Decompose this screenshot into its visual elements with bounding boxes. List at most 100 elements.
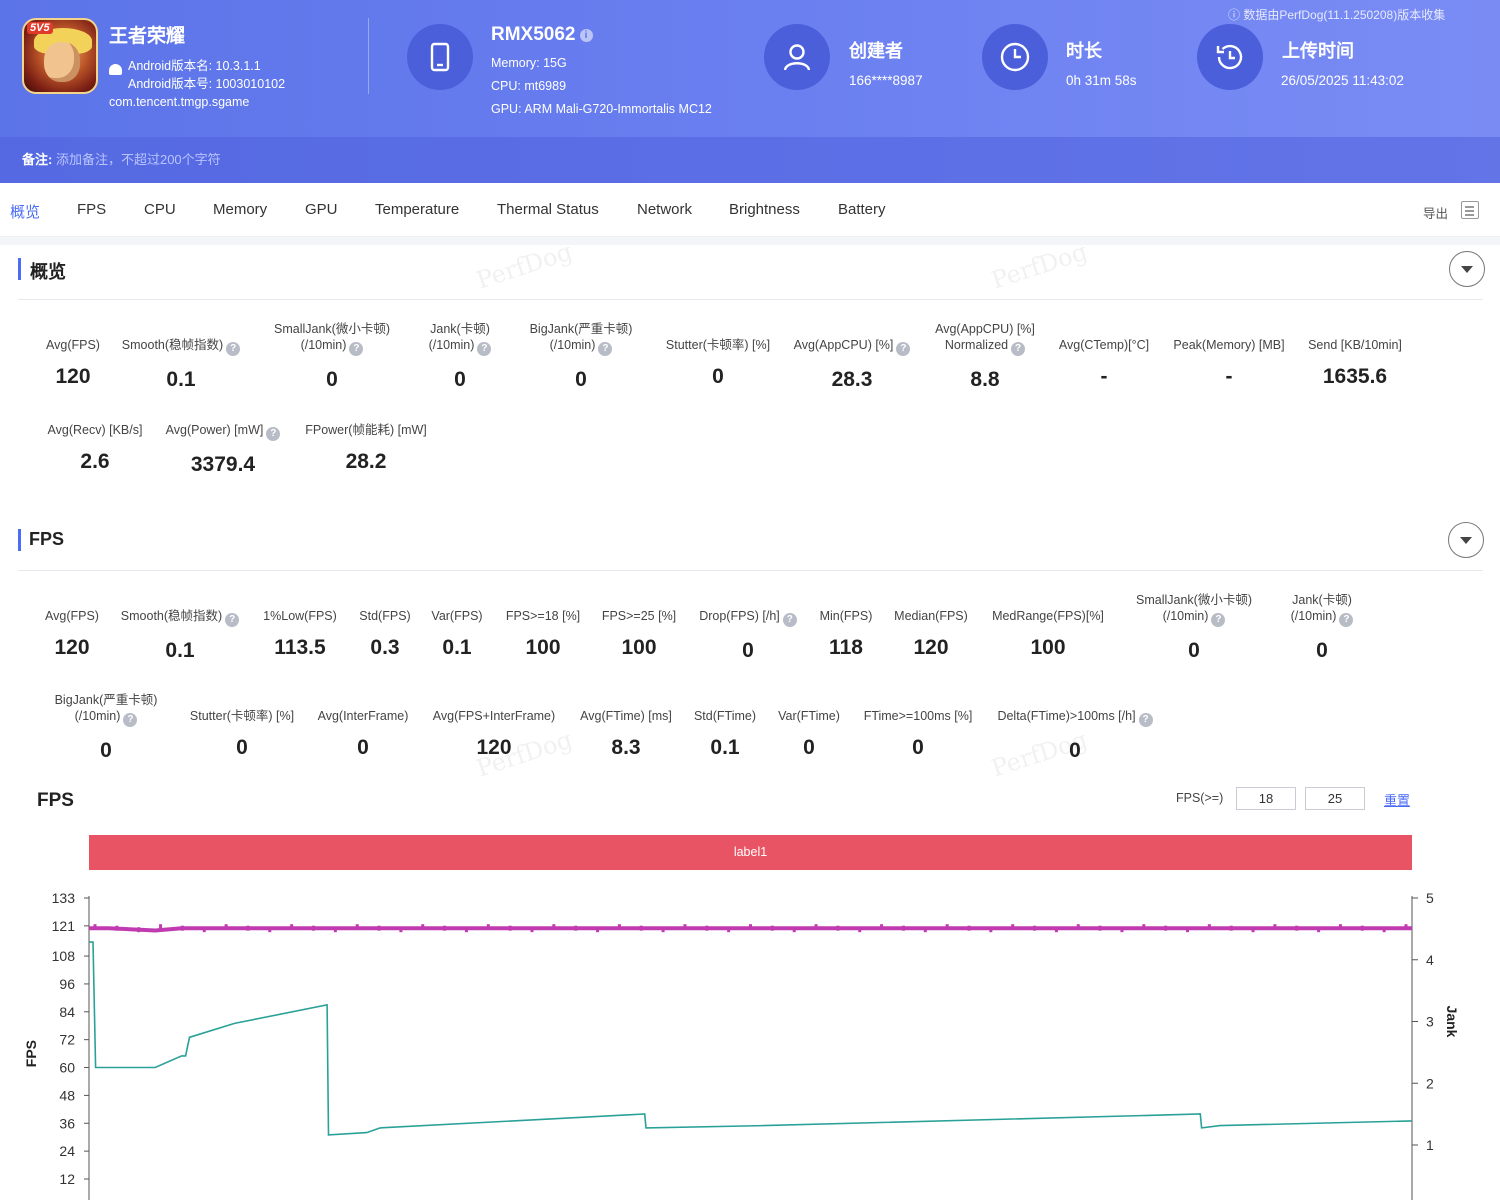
note-bar[interactable]: 备注: 添加备注，不超过200个字符 bbox=[0, 137, 1500, 183]
tab-temperature[interactable]: Temperature bbox=[375, 201, 460, 218]
y-tick-label: 72 bbox=[59, 1032, 75, 1048]
label-band[interactable]: label1 bbox=[89, 835, 1412, 870]
tab-fps[interactable]: FPS bbox=[77, 201, 107, 218]
fps-point bbox=[945, 924, 949, 930]
y2-tick-label: 4 bbox=[1426, 952, 1434, 968]
tab-battery[interactable]: Battery bbox=[838, 201, 886, 218]
export-icon[interactable] bbox=[1461, 201, 1479, 219]
metric-card: Stutter(卡顿率) [%] 0 bbox=[628, 321, 808, 389]
fps-point bbox=[115, 925, 119, 931]
metric-label: 1%Low(FPS) bbox=[263, 609, 337, 623]
help-icon[interactable]: ? bbox=[477, 342, 492, 356]
metric-label: MedRange(FPS)[%] bbox=[992, 609, 1104, 623]
app-package: com.tencent.tmgp.sgame bbox=[109, 95, 250, 109]
metric-label: Avg(FTime) [ms] bbox=[580, 709, 672, 723]
help-icon[interactable]: ? bbox=[782, 613, 797, 627]
fps-point bbox=[1360, 925, 1364, 931]
y-tick-label: 133 bbox=[52, 890, 76, 906]
metric-label: FPS>=18 [%] bbox=[505, 609, 581, 623]
help-icon[interactable]: ? bbox=[1138, 713, 1153, 727]
metric-card: Avg(FTime) [ms] 8.3 bbox=[536, 692, 716, 760]
metric-label: Avg(InterFrame) bbox=[317, 709, 409, 723]
metric-value: 120 bbox=[476, 736, 512, 759]
fps-point bbox=[1295, 925, 1299, 931]
metric-card: SmallJank(微小卡顿) (/10min)? 0 bbox=[242, 321, 422, 392]
help-icon[interactable]: ? bbox=[266, 427, 281, 441]
metric-value: 120 bbox=[913, 636, 949, 659]
reset-button[interactable]: 重置 bbox=[1384, 793, 1411, 808]
help-icon[interactable]: ? bbox=[896, 342, 911, 356]
metric-card: Delta(FTime)>100ms [/h]? 0 bbox=[985, 692, 1165, 763]
note-input[interactable]: 添加备注，不超过200个字符 bbox=[55, 152, 221, 167]
fps-point bbox=[901, 925, 905, 931]
device-cpu: CPU: mt6989 bbox=[491, 79, 567, 93]
metric-label: FTime>=100ms [%] bbox=[863, 709, 973, 723]
metric-value: 0.1 bbox=[710, 736, 740, 759]
android-version-name: Android版本名: 10.3.1.1 bbox=[128, 59, 261, 73]
help-icon[interactable]: ? bbox=[1011, 342, 1026, 356]
fps-point bbox=[486, 924, 490, 930]
fps-threshold-2-input[interactable] bbox=[1305, 787, 1365, 810]
metric-label-line-1 bbox=[1265, 321, 1445, 337]
metric-card: Avg(FPS) 120 bbox=[0, 592, 162, 660]
tab-memory[interactable]: Memory bbox=[213, 201, 268, 218]
info-icon[interactable]: i bbox=[579, 29, 593, 42]
help-icon[interactable]: ? bbox=[225, 613, 240, 627]
help-icon[interactable]: ? bbox=[123, 713, 138, 727]
fps-collapse-button[interactable] bbox=[1448, 522, 1484, 558]
metric-label: Avg(CTemp)[°C] bbox=[1058, 338, 1150, 352]
header-info: 5V5 王者荣耀 Android版本名: 10.3.1.1 Android版本号… bbox=[0, 0, 1500, 137]
y-tick-label: 24 bbox=[59, 1143, 75, 1159]
device-name: RMX5062 i bbox=[491, 24, 593, 46]
metric-label-line-1: Jank(卡顿) bbox=[1292, 593, 1352, 607]
app-name: 王者荣耀 bbox=[109, 26, 186, 47]
metric-card: Avg(FPS) 120 bbox=[0, 321, 163, 389]
note-label: 备注: bbox=[22, 152, 53, 167]
y-tick-label: 121 bbox=[52, 918, 76, 934]
fps-point bbox=[749, 924, 752, 930]
tab-gpu[interactable]: GPU bbox=[305, 201, 338, 218]
help-icon[interactable]: ? bbox=[226, 342, 241, 356]
fps-point bbox=[508, 925, 512, 931]
fps-point bbox=[792, 927, 796, 933]
metric-card: Smooth(稳帧指数)? 0.1 bbox=[91, 321, 271, 392]
metric-value: 0.1 bbox=[165, 639, 195, 662]
fps-point bbox=[1120, 927, 1124, 933]
overview-collapse-button[interactable] bbox=[1449, 251, 1485, 287]
tab-cpu[interactable]: CPU bbox=[144, 201, 176, 218]
metric-value: 0 bbox=[712, 365, 724, 388]
metric-value: 120 bbox=[54, 636, 90, 659]
fps-point bbox=[1273, 924, 1277, 930]
metric-value: 28.3 bbox=[831, 368, 873, 391]
metric-label: Avg(FPS) bbox=[45, 609, 99, 623]
tab-thermal-status[interactable]: Thermal Status bbox=[497, 201, 599, 218]
metric-label: Avg(AppCPU) [%]? bbox=[762, 337, 942, 356]
metric-label: Std(FPS) bbox=[359, 609, 411, 623]
fps-point bbox=[93, 924, 97, 930]
fps-point bbox=[1229, 925, 1233, 931]
metric-value: 0 bbox=[326, 368, 338, 391]
metric-value: 0 bbox=[1069, 739, 1081, 762]
y2-axis-label: Jank bbox=[1444, 1006, 1460, 1038]
metric-label: Avg(Recv) [KB/s] bbox=[47, 423, 143, 437]
metric-value: 100 bbox=[1030, 636, 1066, 659]
help-icon[interactable]: ? bbox=[1211, 613, 1226, 627]
help-icon[interactable]: ? bbox=[349, 342, 364, 356]
tab-overview[interactable]: 概览 bbox=[10, 204, 41, 221]
metric-value: 0 bbox=[1316, 639, 1328, 662]
y2-tick-label: 1 bbox=[1426, 1137, 1434, 1153]
help-icon[interactable]: ? bbox=[1339, 613, 1354, 627]
fps-point bbox=[1076, 924, 1080, 930]
metric-value: 1635.6 bbox=[1322, 365, 1388, 388]
export-button[interactable]: 导出 bbox=[1423, 207, 1449, 221]
fps-point bbox=[770, 925, 774, 931]
metric-label: (/10min)? bbox=[242, 337, 422, 356]
tab-brightness[interactable]: Brightness bbox=[729, 201, 800, 218]
metric-card: Avg(FPS+InterFrame) 120 bbox=[404, 692, 584, 760]
metric-card: Smooth(稳帧指数)? 0.1 bbox=[90, 592, 270, 663]
tab-network[interactable]: Network bbox=[637, 201, 693, 218]
help-icon[interactable]: ? bbox=[598, 342, 613, 356]
fps-threshold-1-input[interactable] bbox=[1236, 787, 1296, 810]
fps-point bbox=[858, 927, 862, 933]
